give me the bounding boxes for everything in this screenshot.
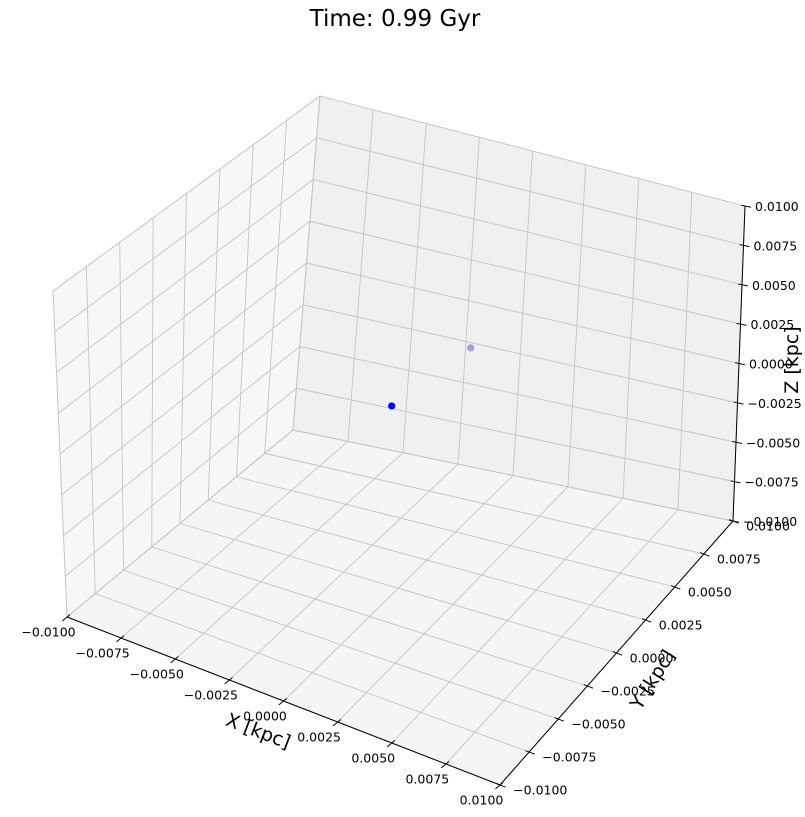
z-tick-mark [734,362,745,366]
grid-line [236,476,675,588]
z-tick-label: −0.0025 [748,396,802,411]
grid-line [264,452,704,555]
y-tick-label: 0.0050 [688,584,732,599]
z-tick-mark [739,244,750,248]
y-tick-mark [583,684,594,689]
x-tick-mark [440,761,450,769]
y-tick-mark [641,618,652,623]
x-tick-label: 0.0050 [351,750,395,765]
tick-marks [62,204,751,790]
z-tick-label: 0.0050 [752,278,796,293]
z-tick-mark [730,480,741,484]
z-tick-label: −0.0100 [743,514,797,529]
grid-line [313,179,743,286]
z-tick-mark [736,322,747,326]
grid-line [309,220,741,325]
z-tick-mark [737,283,748,287]
x-tick-mark [495,782,504,790]
y-tick-label: 0.0025 [659,617,703,632]
y-tick-label: −0.0050 [571,716,625,731]
grid-line [54,137,317,333]
z-tick-mark [733,401,744,405]
z-tick-mark [740,204,751,208]
z-tick-mark [731,440,742,444]
grid-line [445,509,679,765]
grid-line [622,178,640,499]
grid-line [56,179,314,373]
z-tick-label: 0.0075 [754,238,798,253]
x-tick-mark [116,635,125,643]
x-tick-label: 0.0075 [406,771,450,786]
y-tick-mark [525,750,535,755]
data-point [388,402,396,410]
x-tick-mark [332,719,342,727]
y-tick-label: 0.0075 [717,551,761,566]
grid-line [179,523,617,654]
x-tick-label: −0.0050 [130,666,184,681]
x-tick-mark [170,656,179,664]
grid-line [337,486,569,723]
x-tick-mark [62,614,71,622]
x-tick-label: −0.0025 [184,687,238,702]
data-points [388,344,475,410]
x-tick-label: 0.0000 [243,708,287,723]
z-tick-label: 0.0025 [751,317,795,332]
x-tick-label: 0.0100 [460,792,504,807]
x-tick-label: −0.0075 [76,645,130,660]
grid-line [59,262,307,455]
x-tick-mark [224,677,233,685]
grid-line [207,169,221,501]
grid-line [319,95,746,207]
z-tick-label: 0.0000 [749,357,793,372]
x-tick-label: 0.0025 [297,729,341,744]
z-tick-label: −0.0075 [745,475,799,490]
x-tick-label: −0.0100 [21,624,75,639]
y-tick-mark [554,717,565,722]
grid-line [306,262,740,364]
y-tick-label: −0.0075 [542,749,596,764]
grid-line [264,120,288,454]
x-tick-mark [386,740,396,748]
y-tick-label: 0.0000 [630,650,674,665]
z-tick-label: 0.0100 [755,199,799,214]
y-tick-mark [729,519,739,524]
grid-line [316,137,744,246]
grid-line [677,192,693,510]
y-tick-mark [670,585,681,590]
grid-line [391,497,624,744]
data-point [467,344,475,352]
x-tick-mark [278,698,287,706]
grid-line [567,164,587,487]
z-tick-label: −0.0050 [746,435,800,450]
grid-line [57,220,311,414]
grid-line [292,95,321,431]
y-tick-label: −0.0025 [601,683,655,698]
grid-line [292,429,734,522]
z-axis-label: Z [kpc] [781,326,803,393]
y-tick-mark [496,783,506,788]
y-tick-label: 0.0100 [746,518,790,533]
grid-line [208,499,646,621]
y-tick-mark [612,651,623,656]
grid-line [236,144,254,477]
chart-title: Time: 0.99 Gyr [309,6,481,32]
y-tick-mark [699,552,710,557]
y-tick-label: −0.0100 [513,782,567,797]
grid-line [52,95,321,292]
